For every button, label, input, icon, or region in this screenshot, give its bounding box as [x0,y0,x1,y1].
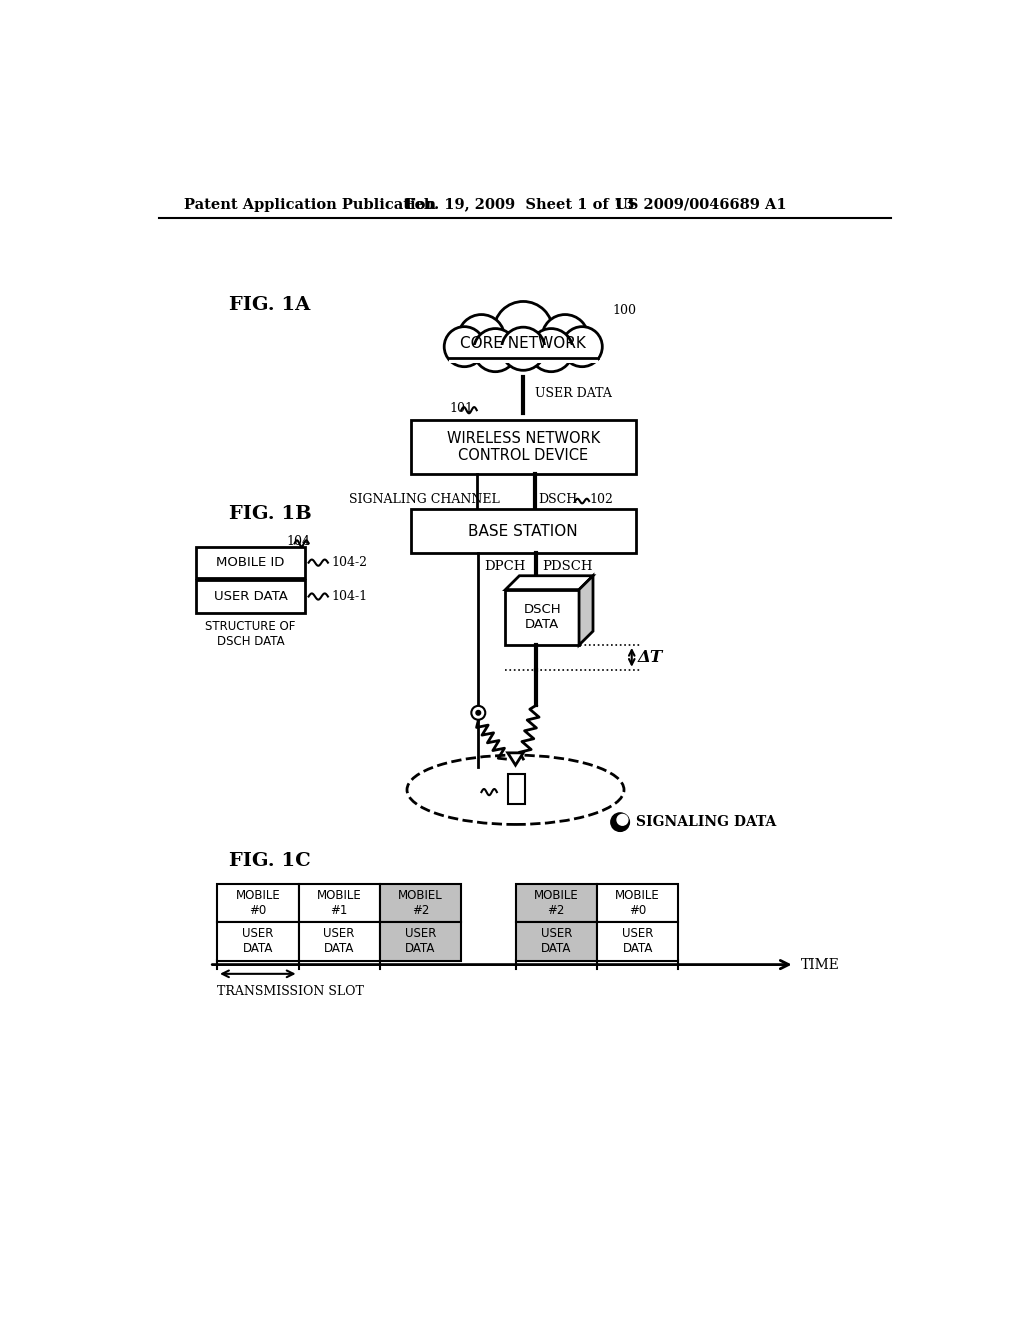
Text: USER
DATA: USER DATA [541,928,571,956]
Circle shape [617,814,628,825]
Text: US 2009/0046689 A1: US 2009/0046689 A1 [614,198,786,211]
Text: 104: 104 [287,535,311,548]
Text: 104-2: 104-2 [332,556,368,569]
Circle shape [444,326,484,367]
Text: MOBILE
#0: MOBILE #0 [615,888,659,917]
Text: MOBILE ID: MOBILE ID [216,556,285,569]
Text: USER DATA: USER DATA [535,387,611,400]
Text: TIME: TIME [801,957,840,972]
Bar [445,360,601,378]
Bar [217,884,299,923]
Text: FIG. 1B: FIG. 1B [228,506,311,523]
Text: MOBILE
#2: MOBILE #2 [534,888,579,917]
Bar [299,923,380,961]
Bar [506,590,579,645]
Text: DPCH: DPCH [484,560,526,573]
Circle shape [502,327,545,371]
Circle shape [494,301,553,360]
Circle shape [502,327,545,371]
Text: BASE STATION: BASE STATION [468,524,579,539]
Bar [597,923,678,961]
Text: USER
DATA: USER DATA [404,928,436,956]
Polygon shape [506,576,593,590]
Text: USER DATA: USER DATA [214,590,288,603]
Text: USER
DATA: USER DATA [242,928,273,956]
Circle shape [458,314,505,360]
Bar [299,884,380,923]
Circle shape [458,314,505,360]
Circle shape [529,329,572,372]
Circle shape [611,813,630,832]
Circle shape [529,329,572,372]
Text: STRUCTURE OF
DSCH DATA: STRUCTURE OF DSCH DATA [205,620,296,648]
Bar [597,884,678,923]
Ellipse shape [407,755,624,825]
Text: FIG. 1A: FIG. 1A [228,296,310,314]
Text: TRANSMISSION SLOT: TRANSMISSION SLOT [217,985,364,998]
Circle shape [562,326,602,367]
Text: USER
DATA: USER DATA [622,928,653,956]
Bar [515,923,597,961]
Text: MOBILE: MOBILE [531,779,591,793]
Bar [380,884,461,923]
Text: DSCH
DATA: DSCH DATA [523,603,561,631]
Text: MOBIEL
#2: MOBIEL #2 [398,888,443,917]
Circle shape [471,706,485,719]
Circle shape [562,326,602,367]
Text: PDSCH: PDSCH [543,560,593,573]
Text: SIGNALING DATA: SIGNALING DATA [636,816,776,829]
Circle shape [474,329,517,372]
Text: 102: 102 [589,492,613,506]
Bar [197,548,305,578]
Text: DSCH: DSCH [539,492,578,506]
Circle shape [494,301,553,360]
Polygon shape [508,752,523,766]
Circle shape [476,710,480,715]
Text: 104-1: 104-1 [332,590,368,603]
Bar [197,581,305,612]
Bar [411,508,636,553]
Text: WIRELESS NETWORK
CONTROL DEVICE: WIRELESS NETWORK CONTROL DEVICE [446,430,600,463]
Circle shape [444,326,484,367]
Circle shape [474,329,517,372]
Text: ΔT: ΔT [638,649,664,665]
Text: 100: 100 [612,304,636,317]
Text: Patent Application Publication: Patent Application Publication [183,198,436,211]
Bar [508,775,524,804]
Text: USER
DATA: USER DATA [324,928,355,956]
Bar [515,884,597,923]
Text: CORE NETWORK: CORE NETWORK [461,335,586,351]
Bar [217,923,299,961]
Bar [449,346,598,363]
Circle shape [542,314,589,360]
Bar [380,923,461,961]
Text: FIG. 1C: FIG. 1C [228,851,310,870]
Text: 101: 101 [450,403,474,416]
Text: Feb. 19, 2009  Sheet 1 of 13: Feb. 19, 2009 Sheet 1 of 13 [406,198,635,211]
Polygon shape [579,576,593,645]
Text: MOBILE
#1: MOBILE #1 [316,888,361,917]
Text: MOBILE
#0: MOBILE #0 [236,888,281,917]
Bar [411,420,636,474]
Text: SIGNALING CHANNEL: SIGNALING CHANNEL [349,492,500,506]
Text: 103: 103 [474,783,498,796]
Circle shape [542,314,589,360]
